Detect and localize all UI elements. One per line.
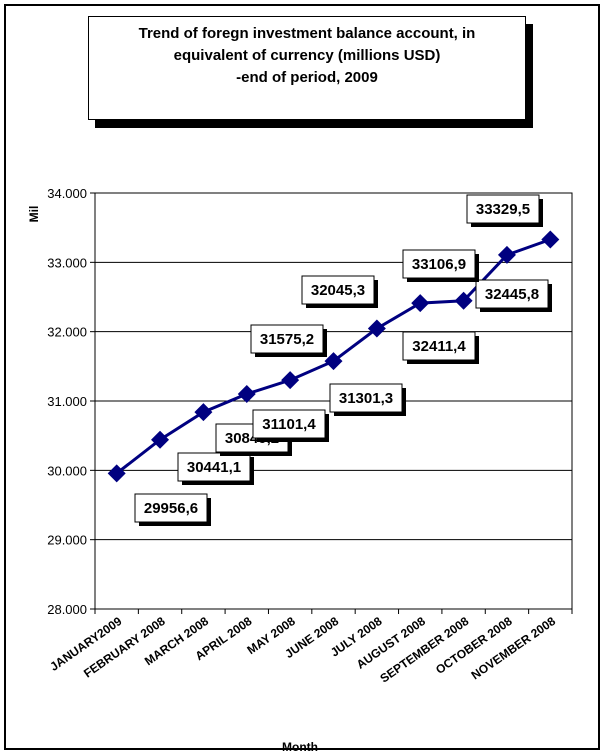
chart-title-line-3: -end of period, 2009 <box>236 69 378 86</box>
y-tick-label: 32.000 <box>47 325 87 340</box>
y-tick-label: 30.000 <box>47 463 87 478</box>
data-label-box <box>134 493 208 523</box>
data-point-marker <box>541 230 560 249</box>
data-label-box <box>475 279 549 309</box>
data-label: 32411,4 <box>412 338 466 355</box>
data-label-box <box>301 275 375 305</box>
data-label-box <box>250 324 324 354</box>
data-label: 30441,1 <box>187 459 241 476</box>
data-label: 33329,5 <box>476 201 530 218</box>
chart-title-box: Trend of foregn investment balance accou… <box>88 16 526 120</box>
data-point-marker <box>194 403 213 422</box>
x-axis-title: Month <box>282 740 318 754</box>
data-point-marker <box>367 319 386 338</box>
data-point-marker <box>324 352 343 371</box>
data-label: 32445,8 <box>485 286 539 303</box>
y-tick-label: 31.000 <box>47 394 87 409</box>
data-label: 31101,4 <box>262 416 316 433</box>
y-tick-label: 28.000 <box>47 602 87 617</box>
data-point-marker <box>454 291 473 310</box>
data-label: 29956,6 <box>144 500 198 517</box>
chart-title-line-1: Trend of foregn investment balance accou… <box>138 25 476 42</box>
data-point-marker <box>107 464 126 483</box>
y-tick-label: 29.000 <box>47 533 87 548</box>
data-label: 32045,3 <box>311 282 365 299</box>
data-label-box <box>177 452 251 482</box>
chart-frame <box>4 4 600 750</box>
data-point-marker <box>497 245 516 264</box>
data-point-marker <box>411 294 430 313</box>
data-point-marker <box>281 371 300 390</box>
y-tick-label: 34.000 <box>47 186 87 201</box>
data-label: 31301,3 <box>339 390 393 407</box>
data-label: 33106,9 <box>412 256 466 273</box>
y-axis-title: Mil <box>27 206 41 223</box>
data-label-box <box>252 409 326 439</box>
data-label-box <box>402 249 476 279</box>
data-point-marker <box>151 430 170 449</box>
y-tick-label: 33.000 <box>47 255 87 270</box>
data-point-marker <box>237 384 256 403</box>
data-label-box <box>329 383 403 413</box>
data-label: 31575,2 <box>260 331 314 348</box>
chart-title-line-2: equivalent of currency (millions USD) <box>173 47 441 64</box>
data-label-box <box>466 194 540 224</box>
data-label-box <box>402 331 476 361</box>
